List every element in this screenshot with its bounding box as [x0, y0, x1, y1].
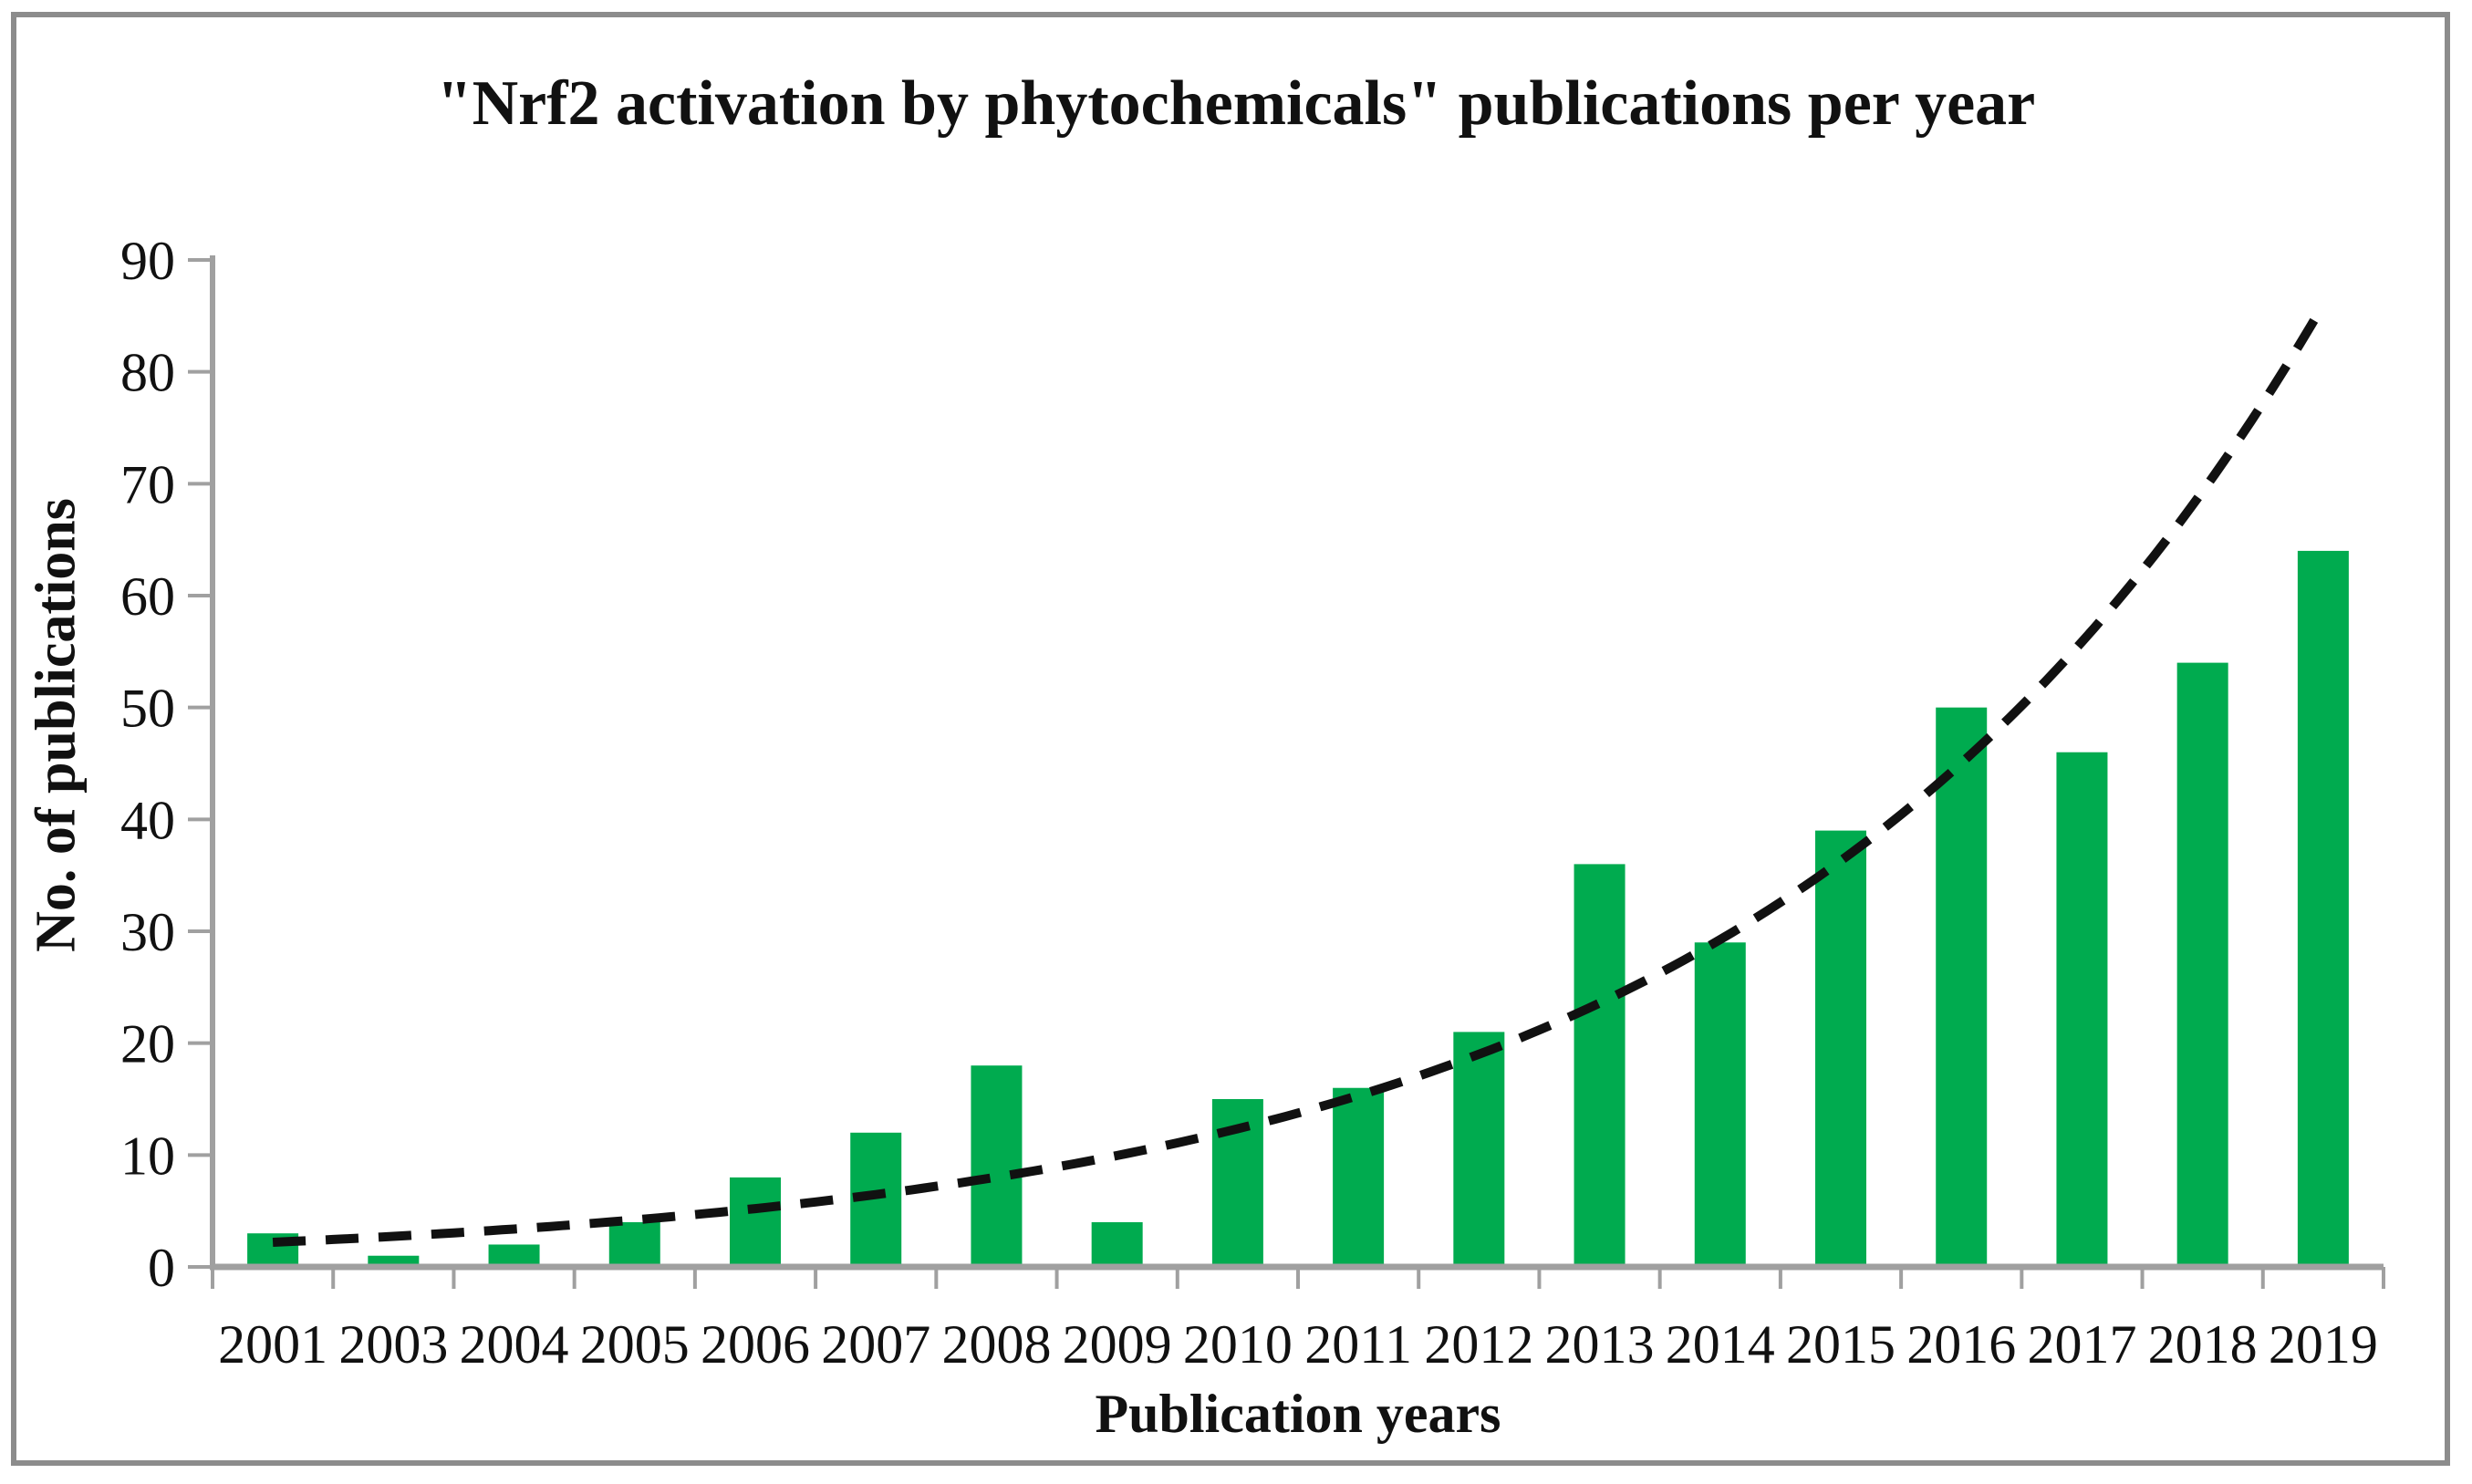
x-tick-label: 2015	[1786, 1314, 1896, 1375]
y-tick-label: 40	[120, 790, 175, 850]
x-tick-label: 2003	[338, 1314, 448, 1375]
x-axis-title: Publication years	[1095, 1384, 1501, 1444]
x-tick-label: 2012	[1424, 1314, 1533, 1375]
x-tick-label: 2008	[941, 1314, 1051, 1375]
y-tick-label: 90	[120, 231, 175, 291]
bar-2009	[1091, 1221, 1143, 1269]
bar-2017	[2056, 752, 2108, 1269]
x-tick-label: 2019	[2269, 1314, 2378, 1375]
x-tick-label: 2013	[1545, 1314, 1655, 1375]
x-tick-label: 2017	[2027, 1314, 2136, 1375]
bar-2018	[2176, 662, 2228, 1269]
x-tick-label: 2011	[1304, 1314, 1412, 1375]
x-tick-label: 2005	[580, 1314, 690, 1375]
x-tick-label: 2016	[1906, 1314, 2016, 1375]
x-tick-label: 2006	[701, 1314, 810, 1375]
figure-border	[11, 12, 2450, 1466]
bar-2008	[971, 1065, 1023, 1269]
x-tick-label: 2018	[2148, 1314, 2258, 1375]
bar-2015	[1815, 830, 1866, 1269]
y-tick-label: 80	[120, 343, 175, 403]
y-tick-label: 10	[120, 1126, 175, 1186]
x-tick-label: 2004	[460, 1314, 569, 1375]
bar-2006	[730, 1177, 781, 1269]
y-tick-label: 60	[120, 566, 175, 627]
x-tick-label: 2007	[821, 1314, 930, 1375]
y-tick-label: 20	[120, 1014, 175, 1074]
x-tick-label: 2009	[1063, 1314, 1172, 1375]
bar-2012	[1453, 1032, 1505, 1269]
x-tick-label: 2001	[218, 1314, 327, 1375]
x-tick-label: 2010	[1183, 1314, 1293, 1375]
bar-2011	[1333, 1087, 1385, 1269]
bar-2014	[1694, 942, 1746, 1269]
bar-2016	[1936, 707, 1988, 1269]
y-tick-label: 30	[120, 902, 175, 962]
trendline	[272, 302, 2328, 1247]
chart-title: "Nrf2 activation by phytochemicals" publ…	[436, 68, 2036, 139]
y-tick-label: 70	[120, 454, 175, 514]
bar-2005	[608, 1221, 660, 1269]
x-tick-label: 2014	[1666, 1314, 1775, 1375]
bar-2013	[1574, 864, 1625, 1269]
y-tick-label: 50	[120, 679, 175, 739]
y-tick-label: 0	[148, 1238, 175, 1298]
bar-2019	[2297, 550, 2349, 1269]
